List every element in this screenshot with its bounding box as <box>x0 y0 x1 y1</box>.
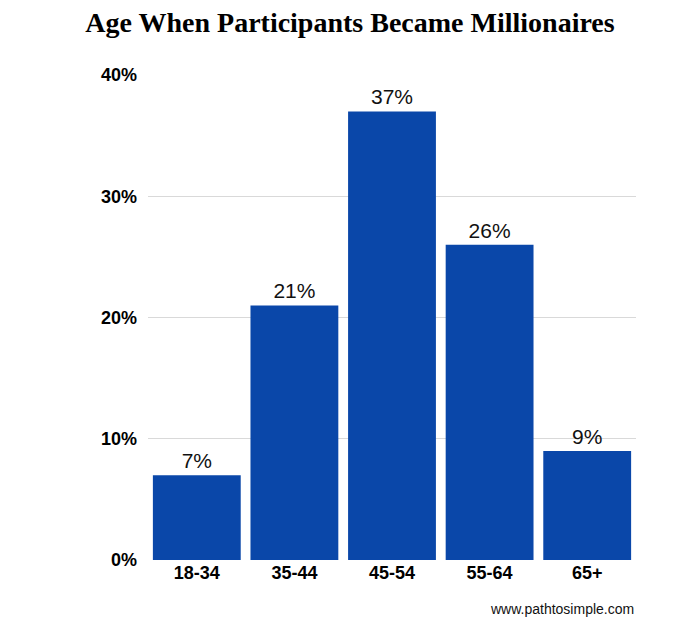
svg-text:35-44: 35-44 <box>271 563 317 583</box>
svg-text:Age When Participants Became M: Age When Participants Became Millionaire… <box>85 7 614 38</box>
svg-text:65+: 65+ <box>572 563 603 583</box>
svg-text:37%: 37% <box>371 85 413 108</box>
svg-text:10%: 10% <box>101 429 137 449</box>
svg-text:20%: 20% <box>101 308 137 328</box>
svg-text:26%: 26% <box>469 219 511 242</box>
svg-text:40%: 40% <box>101 65 137 85</box>
svg-text:18-34: 18-34 <box>174 563 220 583</box>
svg-text:7%: 7% <box>182 449 212 472</box>
svg-text:30%: 30% <box>101 187 137 207</box>
svg-text:www.pathtosimple.com: www.pathtosimple.com <box>490 601 634 617</box>
svg-text:45-54: 45-54 <box>369 563 415 583</box>
svg-text:0%: 0% <box>111 550 137 570</box>
svg-text:21%: 21% <box>273 279 315 302</box>
svg-text:9%: 9% <box>572 425 602 448</box>
svg-text:55-64: 55-64 <box>467 563 513 583</box>
